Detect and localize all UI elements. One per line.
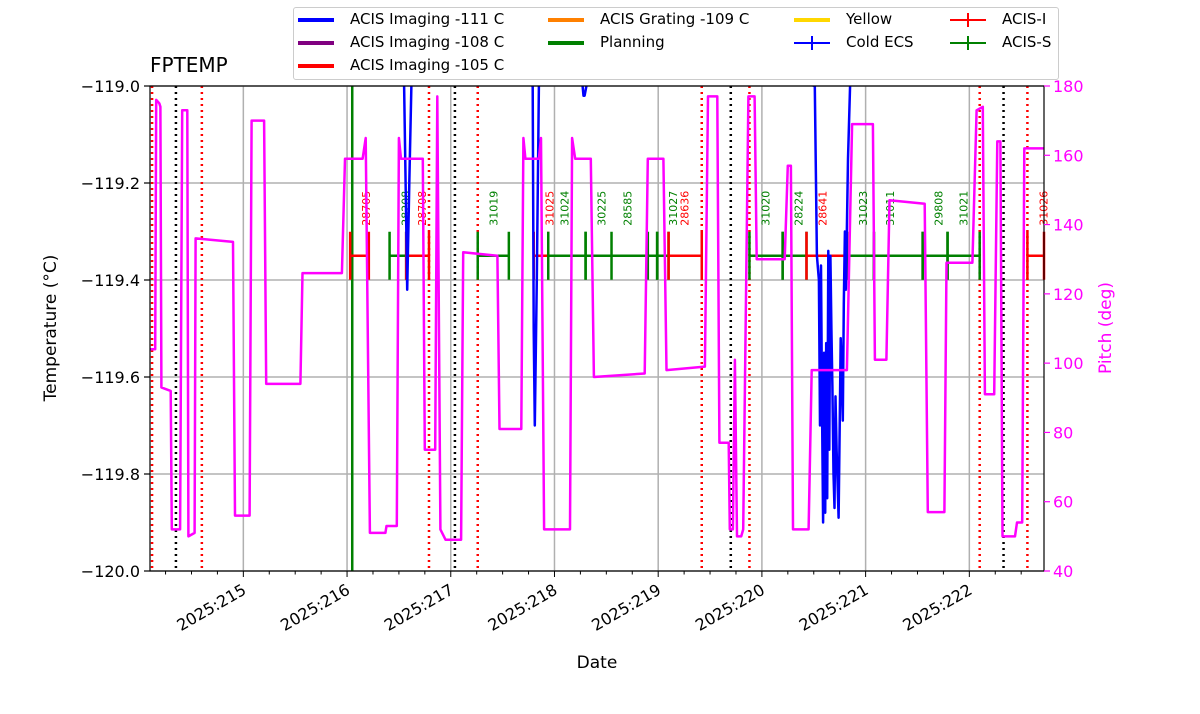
fptemp-line [811, 86, 854, 524]
legend-label: Planning [600, 33, 665, 51]
legend-label: ACIS Imaging -108 C [350, 33, 505, 51]
obsid-bar: 31019 [476, 191, 511, 280]
y2-tick-label: 160 [1053, 146, 1084, 165]
legend-label: ACIS Grating -109 C [600, 10, 750, 28]
x-tick-label: 2025:215 [173, 580, 249, 635]
fptemp-line [401, 86, 415, 291]
x-tick-label: 2025:217 [381, 580, 457, 635]
legend-label: ACIS-S [1002, 33, 1052, 51]
y2-tick-label: 180 [1053, 77, 1084, 96]
legend-label: ACIS Imaging -111 C [350, 10, 505, 28]
data-series [150, 86, 1044, 542]
obsid-label: 29808 [933, 191, 946, 226]
x-tick-label: 2025:220 [692, 580, 768, 635]
obsid-label: 31019 [488, 191, 501, 226]
obsid-bar: 30225 [584, 191, 650, 280]
obsid-bar: 28585 [610, 191, 659, 280]
obsid-label: 28585 [622, 191, 635, 226]
chart-title: FPTEMP [150, 53, 228, 77]
legend-label: Cold ECS [846, 33, 914, 51]
y-tick-label: −120.0 [81, 562, 140, 581]
legend: ACIS Imaging -111 C ACIS Imaging -108 C AC… [293, 7, 1059, 80]
y2-tick-label: 100 [1053, 354, 1084, 373]
y2-tick-label: 60 [1053, 493, 1073, 512]
obsid-bar: 31021 [946, 191, 981, 280]
fptemp-line [530, 86, 542, 427]
obsid-bar: 31026 [1026, 191, 1050, 280]
y2-tick-label: 120 [1053, 285, 1084, 304]
obsid-label: 28224 [793, 191, 806, 226]
x-tick-label: 2025:222 [899, 580, 975, 635]
obsid-label: 31025 [544, 191, 557, 226]
y-tick-label: −119.8 [81, 465, 140, 484]
y-tick-label: −119.4 [81, 271, 140, 290]
y2-tick-label: 40 [1053, 562, 1073, 581]
x-tick-label: 2025:218 [485, 580, 561, 635]
pitch-line [150, 95, 1044, 542]
obsid-label: 28636 [679, 191, 692, 226]
x-axis-label: Date [577, 653, 618, 673]
obsid-label: 28641 [816, 191, 829, 226]
x-tick-label: 2025:216 [277, 580, 353, 635]
x-tick-label: 2025:221 [796, 580, 872, 635]
legend-label: ACIS-I [1002, 10, 1047, 28]
legend-label: Yellow [846, 10, 893, 28]
y2-tick-label: 80 [1053, 423, 1073, 442]
obsid-label: 31027 [667, 191, 680, 226]
event-lines [150, 86, 1029, 571]
obsid-bar: 28641 [805, 191, 849, 280]
obsid-label: 31024 [558, 191, 571, 226]
obsid-bar: 28636 [667, 191, 703, 280]
y-tick-label: −119.0 [81, 77, 140, 96]
obsid-label: 31023 [857, 191, 870, 226]
y-axis-label: Temperature (°C) [41, 255, 61, 403]
grid-lines [150, 85, 1044, 572]
y2-tick-label: 140 [1053, 216, 1084, 235]
y-tick-label: −119.6 [81, 368, 140, 387]
obsid-label: 30225 [596, 191, 609, 226]
y-tick-label: −119.2 [81, 174, 140, 193]
axes: −120.0 −119.8 −119.6 −119.4 −119.2 −119.0 40 60… [81, 77, 1084, 635]
legend-label: ACIS Imaging -105 C [350, 56, 505, 74]
y2-axis-label: Pitch (deg) [1096, 282, 1116, 374]
plot-frame [149, 85, 1045, 572]
obsid-label: 31020 [759, 191, 772, 226]
obsid-label: 31021 [958, 191, 971, 226]
obsid-bar: 28705 [348, 191, 373, 280]
obsid-bar: 31020 [748, 191, 784, 280]
fptemp-line [581, 86, 588, 97]
x-tick-label: 2025:219 [588, 580, 664, 635]
